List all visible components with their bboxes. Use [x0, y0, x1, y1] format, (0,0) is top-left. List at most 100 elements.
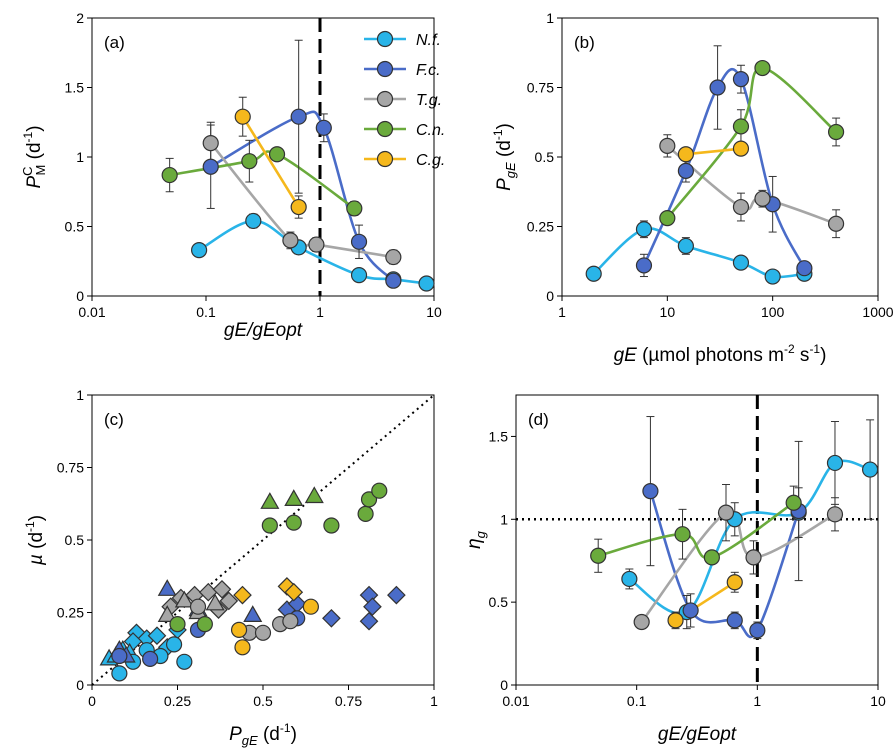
data-point-Nf	[350, 267, 368, 284]
data-point-Tg	[732, 198, 750, 216]
x-tick-label: 0	[88, 693, 96, 709]
data-point-Cg	[677, 146, 694, 163]
y-axis-title-a: PCM (d-1)	[20, 125, 48, 188]
x-axis-title-d: gE/gEopt	[658, 724, 737, 745]
data-point-Fc	[322, 608, 341, 628]
data-point-Cg	[726, 574, 743, 591]
data-point-Fc	[142, 650, 159, 668]
data-point-Fc	[157, 579, 177, 596]
data-point-Cg	[667, 612, 684, 629]
y-tick-label: 0	[76, 677, 84, 693]
data-point-Cn	[371, 482, 388, 499]
data-point-Tg	[826, 506, 844, 523]
panel-label: (d)	[528, 410, 549, 429]
panel-b: 1 10 100 1000 0 0.25 0.5 0.75 1 (b)	[527, 10, 894, 320]
data-point-Cn	[357, 505, 374, 523]
data-point-Tg	[282, 232, 299, 249]
data-point-Fc	[677, 162, 694, 179]
data-point-Tg	[745, 549, 762, 566]
legend-marker-Cn	[376, 120, 394, 138]
data-point-Tg	[254, 624, 272, 641]
data-point-Tg	[754, 190, 771, 207]
legend-label-Fc: F.c.	[416, 62, 441, 79]
y-tick-label: 0.75	[527, 80, 554, 96]
data-point-Nf	[111, 665, 128, 682]
data-point-Fc	[749, 622, 766, 639]
data-point-Fc	[290, 108, 307, 125]
y-tick-label: 0	[500, 677, 508, 693]
data-point-Tg	[189, 598, 207, 615]
data-point-Cn	[346, 200, 363, 217]
x-tick-label: 1	[430, 693, 438, 709]
legend-marker-Tg	[376, 90, 394, 108]
x-tick-label: 0.75	[335, 693, 362, 709]
x-tick-label: 0.1	[627, 693, 647, 709]
y-tick-label: 0.5	[65, 532, 85, 548]
data-point-Fc	[385, 272, 402, 289]
data-point-Cn	[674, 526, 691, 543]
data-point-Cn	[659, 210, 676, 227]
data-point-Fc	[726, 612, 743, 629]
y-tick-label: 0.5	[535, 149, 555, 165]
data-point-Cn	[304, 486, 324, 504]
data-point-Fc	[732, 71, 750, 88]
x-axis-title-c: PgE (d-1)	[229, 721, 297, 748]
x-axis-title-b: gE (µmol photons m-2 s-1)	[614, 342, 827, 366]
data-point-Cn	[323, 517, 340, 534]
data-point-Cn	[590, 547, 607, 564]
x-tick-label: 0.01	[502, 693, 529, 709]
data-point-Cn	[703, 549, 720, 566]
data-point-Nf	[585, 265, 602, 282]
panel-c: 0 0.25 0.5 0.75 1 0 0.25 0.5 0.75 1 (c)	[57, 387, 438, 709]
data-point-Cn	[241, 153, 258, 170]
data-point-Fc	[635, 257, 653, 274]
data-point-Nf	[732, 254, 750, 271]
data-point-Cn	[268, 146, 286, 163]
y-tick-label: 0.5	[489, 594, 509, 610]
data-point-Nf	[147, 626, 167, 646]
series-line-Cn	[169, 150, 356, 210]
panel-label: (b)	[574, 33, 595, 52]
data-point-Cg	[233, 585, 252, 605]
data-point-Tg	[219, 591, 239, 611]
data-point-Nf	[191, 242, 208, 259]
data-point-Fc	[682, 602, 699, 619]
data-point-Tg	[157, 605, 177, 623]
data-point-Fc	[359, 611, 379, 631]
data-point-Fc	[709, 79, 726, 96]
data-point-Cn	[785, 494, 802, 511]
x-tick-label: 0.1	[196, 304, 216, 320]
legend-label-Cn: C.n.	[416, 122, 445, 139]
y-tick-label: 1	[546, 10, 554, 26]
y-axis-title-c: µ (d-1)	[23, 515, 47, 566]
panel-d: 0.01 0.1 1 10 0 0.5 1 1.5 (d)	[489, 394, 886, 709]
panel-label: (a)	[104, 33, 125, 52]
data-point-Nf	[861, 461, 879, 478]
data-point-Tg	[385, 248, 402, 266]
data-point-Cn	[261, 517, 278, 534]
x-axis-title-a: gE/gEopt	[224, 320, 303, 341]
data-point-Cn	[285, 514, 302, 531]
data-point-Tg	[717, 504, 735, 521]
data-point-Nf	[826, 454, 844, 472]
data-point-Nf	[635, 221, 653, 238]
y-axis-title-d: ηg	[464, 530, 488, 549]
data-point-Cn	[754, 59, 771, 77]
data-point-Tg	[174, 590, 194, 608]
y-tick-label: 1	[76, 387, 84, 403]
data-point-Nf	[677, 237, 694, 255]
y-tick-label: 2	[76, 10, 84, 26]
x-tick-label: 0.5	[253, 693, 273, 709]
plot-frame	[515, 394, 879, 686]
y-tick-label: 1.5	[65, 80, 85, 96]
panel-a: 0.01 0.1 1 10 0 0.5 1 1.5 2 (a) N.f. F.c. T.g. C.n. C.…	[65, 10, 446, 320]
data-point-Cg	[230, 621, 248, 639]
data-point-Tg	[212, 579, 232, 599]
data-point-Fc	[315, 119, 332, 136]
data-point-Cg	[284, 582, 304, 602]
legend-marker-Fc	[376, 60, 394, 78]
y-tick-label: 0.25	[57, 605, 84, 621]
data-point-Cg	[732, 140, 750, 157]
y-tick-label: 1.5	[489, 428, 509, 444]
